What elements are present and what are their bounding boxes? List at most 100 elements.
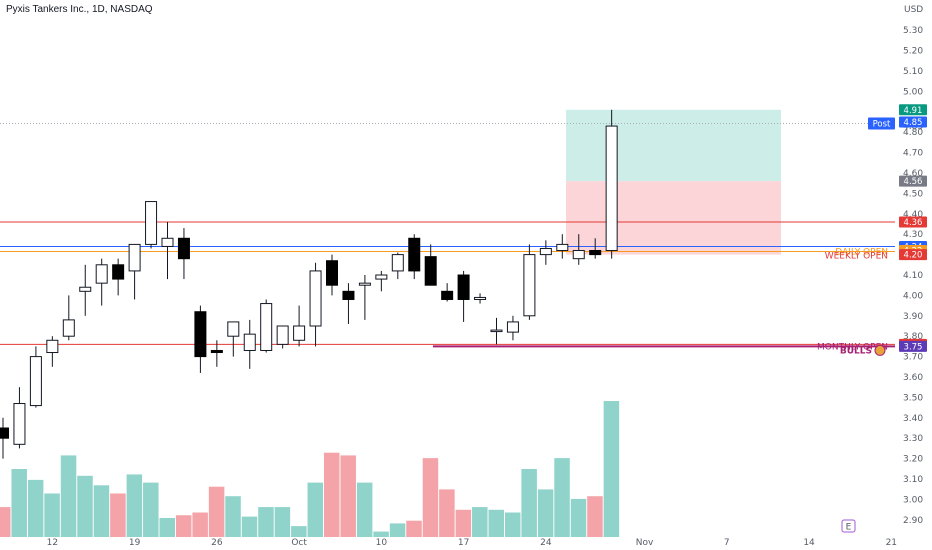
y-tick-label: 5.30 bbox=[903, 26, 923, 36]
monthly-open-label: MONTHLY OPEN bbox=[817, 342, 888, 352]
daily-open-label: DAILY OPEN bbox=[835, 247, 888, 257]
candle-body bbox=[276, 325, 289, 345]
candle-body bbox=[391, 254, 404, 272]
volume-bar bbox=[340, 455, 356, 537]
volume-bar bbox=[439, 489, 455, 537]
volume-bar bbox=[373, 531, 389, 537]
x-tick-label: 12 bbox=[47, 538, 58, 548]
x-tick-label: 24 bbox=[540, 538, 552, 548]
volume-bar bbox=[77, 475, 93, 537]
volume-bar bbox=[554, 458, 570, 537]
y-tick-label: 3.50 bbox=[903, 393, 923, 403]
y-tick-label: 4.40 bbox=[903, 210, 923, 220]
y-tick-label: 4.00 bbox=[903, 291, 923, 301]
time-axis: 12 19 26 Oct 10 17 24 Nov 7 14 21 bbox=[47, 538, 897, 548]
volume-bar bbox=[504, 512, 521, 537]
candle-body bbox=[326, 260, 338, 286]
volume-bar bbox=[44, 493, 60, 537]
currency-label: USD bbox=[904, 5, 923, 15]
volume-bar bbox=[455, 509, 472, 537]
candle-body bbox=[79, 286, 92, 292]
price-tag-label: 4.20 bbox=[904, 251, 923, 261]
y-tick-label: 3.80 bbox=[903, 332, 923, 342]
price-tag-label: 4.36 bbox=[904, 218, 923, 228]
y-tick-label: 4.10 bbox=[903, 271, 923, 281]
x-tick-label: 14 bbox=[803, 538, 815, 548]
volume-bar bbox=[175, 515, 192, 537]
volume-bar bbox=[291, 526, 307, 537]
candle-body bbox=[46, 339, 59, 354]
volume-bar bbox=[389, 523, 406, 537]
candle-body bbox=[342, 290, 355, 300]
bulls-label: BULLS bbox=[840, 346, 872, 356]
y-tick-label: 5.10 bbox=[903, 67, 923, 77]
candle-body bbox=[161, 237, 174, 247]
volume-bar bbox=[192, 512, 208, 537]
x-tick-label: 7 bbox=[724, 538, 730, 548]
price-tag bbox=[899, 175, 927, 187]
y-tick-label: 4.30 bbox=[903, 230, 923, 240]
price-tag-label: 4.91 bbox=[904, 106, 923, 116]
candle-body bbox=[556, 243, 569, 252]
volume-bars bbox=[0, 401, 620, 537]
profit-zone bbox=[566, 109, 781, 182]
y-tick-label: 2.90 bbox=[903, 516, 923, 526]
candle-body bbox=[424, 256, 437, 286]
candle-body bbox=[227, 321, 240, 337]
candle-body bbox=[572, 250, 585, 260]
y-tick-label: 4.60 bbox=[903, 169, 923, 179]
candle-body bbox=[441, 290, 454, 300]
candle-body bbox=[177, 237, 190, 260]
y-tick-label: 4.80 bbox=[903, 128, 923, 138]
y-tick-label: 3.70 bbox=[903, 353, 923, 363]
price-axis: USD5.305.205.105.004.904.804.704.604.504… bbox=[903, 5, 923, 526]
volume-bar bbox=[537, 489, 554, 537]
candle-body bbox=[243, 333, 256, 351]
volume-bar bbox=[225, 496, 241, 537]
y-tick-label: 5.00 bbox=[903, 87, 923, 97]
chart-title: Pyxis Tankers Inc., 1D, NASDAQ bbox=[6, 4, 153, 15]
candle-body bbox=[408, 237, 421, 272]
risk-reward-zones bbox=[566, 109, 781, 255]
candle-body bbox=[474, 296, 487, 300]
volume-bar bbox=[324, 452, 340, 537]
candle-body bbox=[112, 264, 125, 280]
x-tick-label: Nov bbox=[636, 538, 654, 548]
x-tick-label: 17 bbox=[458, 538, 469, 548]
volume-bar bbox=[208, 486, 225, 537]
price-tag bbox=[899, 340, 927, 352]
candle-body bbox=[128, 243, 141, 272]
y-tick-label: 3.20 bbox=[903, 455, 923, 465]
price-tag-label: 3.75 bbox=[904, 342, 923, 352]
candle-body bbox=[523, 254, 536, 317]
candle-body bbox=[29, 356, 42, 407]
price-tag-label: 4.85 bbox=[904, 118, 923, 128]
price-tag bbox=[899, 249, 927, 261]
post-badge bbox=[868, 117, 895, 130]
volume-bar bbox=[587, 496, 603, 537]
candle-body bbox=[260, 303, 273, 351]
volume-bar bbox=[159, 517, 175, 537]
volume-bar bbox=[521, 469, 537, 537]
candle-body bbox=[605, 125, 618, 252]
candle-body bbox=[210, 349, 223, 354]
x-tick-label: 19 bbox=[129, 538, 141, 548]
candle-body bbox=[589, 250, 602, 256]
candle-body bbox=[293, 325, 306, 341]
earnings-badge-label: E bbox=[846, 523, 852, 533]
price-tag bbox=[899, 116, 927, 128]
level-lines bbox=[0, 123, 895, 348]
volume-bar bbox=[570, 498, 587, 537]
candle-body bbox=[506, 321, 519, 333]
volume-bar bbox=[422, 458, 439, 537]
price-tag-label: 4.56 bbox=[904, 177, 923, 187]
candle-body bbox=[309, 270, 322, 327]
volume-bar bbox=[93, 485, 110, 537]
y-tick-label: 3.90 bbox=[903, 312, 923, 322]
volume-bar bbox=[11, 469, 27, 537]
volume-bar bbox=[27, 479, 44, 537]
candle-body bbox=[194, 311, 207, 358]
candles bbox=[0, 109, 618, 459]
volume-bar bbox=[0, 507, 11, 537]
